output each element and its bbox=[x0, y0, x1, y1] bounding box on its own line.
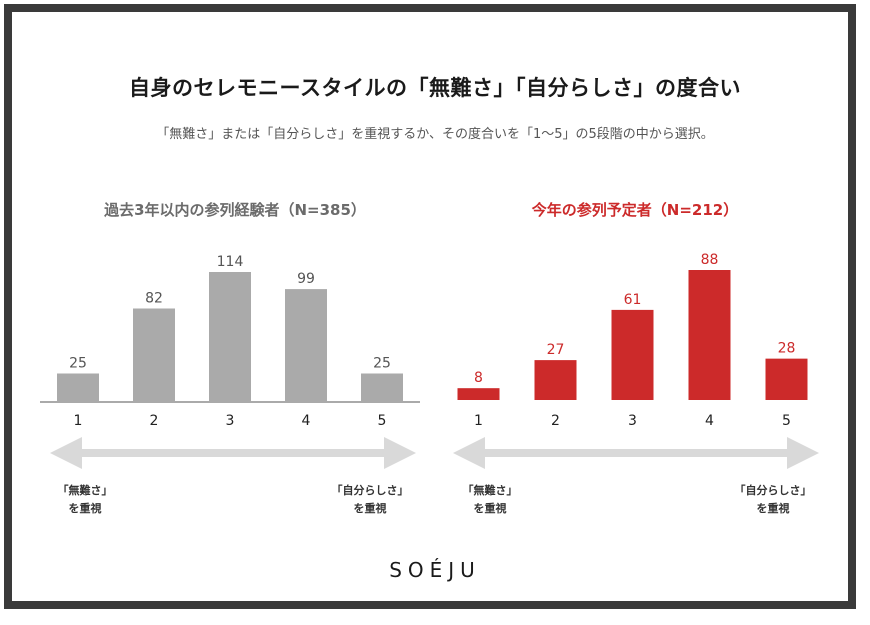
right-high-note-line1: 「自分らしさ」 bbox=[734, 484, 812, 497]
left-chart-bar-4 bbox=[285, 289, 327, 402]
left-chart-bar-2 bbox=[133, 308, 175, 402]
right-chart-value-label-5: 28 bbox=[778, 341, 796, 357]
left-chart-tick-label-4: 4 bbox=[302, 413, 311, 429]
right-chart-value-label-2: 27 bbox=[547, 342, 565, 358]
right-chart-bar-2 bbox=[534, 360, 577, 400]
right-chart-high-note: 「自分らしさ」 を重視 bbox=[723, 482, 823, 518]
left-chart-tick-label-5: 5 bbox=[378, 413, 387, 429]
right-chart-tick-label-2: 2 bbox=[551, 413, 560, 429]
left-chart-value-label-3: 114 bbox=[217, 254, 244, 270]
right-chart-value-label-3: 61 bbox=[624, 292, 642, 308]
left-high-note-line1: 「自分らしさ」 bbox=[331, 484, 409, 497]
right-chart-bar-3 bbox=[611, 309, 654, 400]
right-low-note-line2: を重視 bbox=[473, 502, 507, 515]
left-chart-high-note: 「自分らしさ」 を重視 bbox=[320, 482, 420, 518]
right-chart-title: 今年の参列予定者（N=212） bbox=[531, 201, 739, 219]
left-chart-title: 過去3年以内の参列経験者（N=385） bbox=[104, 201, 366, 219]
right-chart-value-label-1: 8 bbox=[474, 370, 483, 386]
left-high-note-line2: を重視 bbox=[353, 502, 387, 515]
right-chart-tick-label-1: 1 bbox=[474, 413, 483, 429]
right-chart: 8 1 27 2 61 3 88 4 28 5 bbox=[457, 252, 808, 429]
page-title: 自身のセレモニースタイルの「無難さ」「自分らしさ」の度合い bbox=[129, 76, 741, 100]
right-chart-low-note: 「無難さ」 を重視 bbox=[445, 482, 535, 518]
page-subtitle: 「無難さ」または「自分らしさ」を重視するか、その度合いを「1〜5」の5段階の中か… bbox=[156, 127, 714, 142]
left-low-note-line2: を重視 bbox=[68, 502, 102, 515]
left-chart-tick-label-3: 3 bbox=[226, 413, 235, 429]
left-chart: 25 1 82 2 114 3 99 4 25 5 bbox=[40, 254, 420, 429]
right-high-note-line2: を重視 bbox=[756, 502, 790, 515]
left-chart-value-label-5: 25 bbox=[373, 355, 391, 371]
left-chart-value-label-1: 25 bbox=[69, 355, 87, 371]
left-chart-bar-5 bbox=[361, 373, 403, 402]
left-chart-low-note: 「無難さ」 を重視 bbox=[40, 482, 130, 518]
right-chart-tick-label-4: 4 bbox=[705, 413, 714, 429]
right-chart-value-label-4: 88 bbox=[701, 252, 719, 268]
right-chart-tick-label-5: 5 bbox=[782, 413, 791, 429]
right-chart-bar-5 bbox=[765, 358, 808, 400]
left-chart-value-label-4: 99 bbox=[297, 271, 315, 287]
right-chart-bar-1 bbox=[457, 388, 500, 400]
left-low-note-line1: 「無難さ」 bbox=[57, 484, 113, 497]
left-chart-bar-3 bbox=[209, 272, 251, 402]
left-chart-tick-label-1: 1 bbox=[74, 413, 83, 429]
left-chart-bar-1 bbox=[57, 373, 99, 402]
right-low-note-line1: 「無難さ」 bbox=[462, 484, 518, 497]
right-chart-bar-4 bbox=[688, 270, 731, 400]
brand-logo: SOÉJU bbox=[389, 558, 481, 582]
right-chart-tick-label-3: 3 bbox=[628, 413, 637, 429]
left-chart-tick-label-2: 2 bbox=[150, 413, 159, 429]
left-chart-value-label-2: 82 bbox=[145, 290, 163, 306]
